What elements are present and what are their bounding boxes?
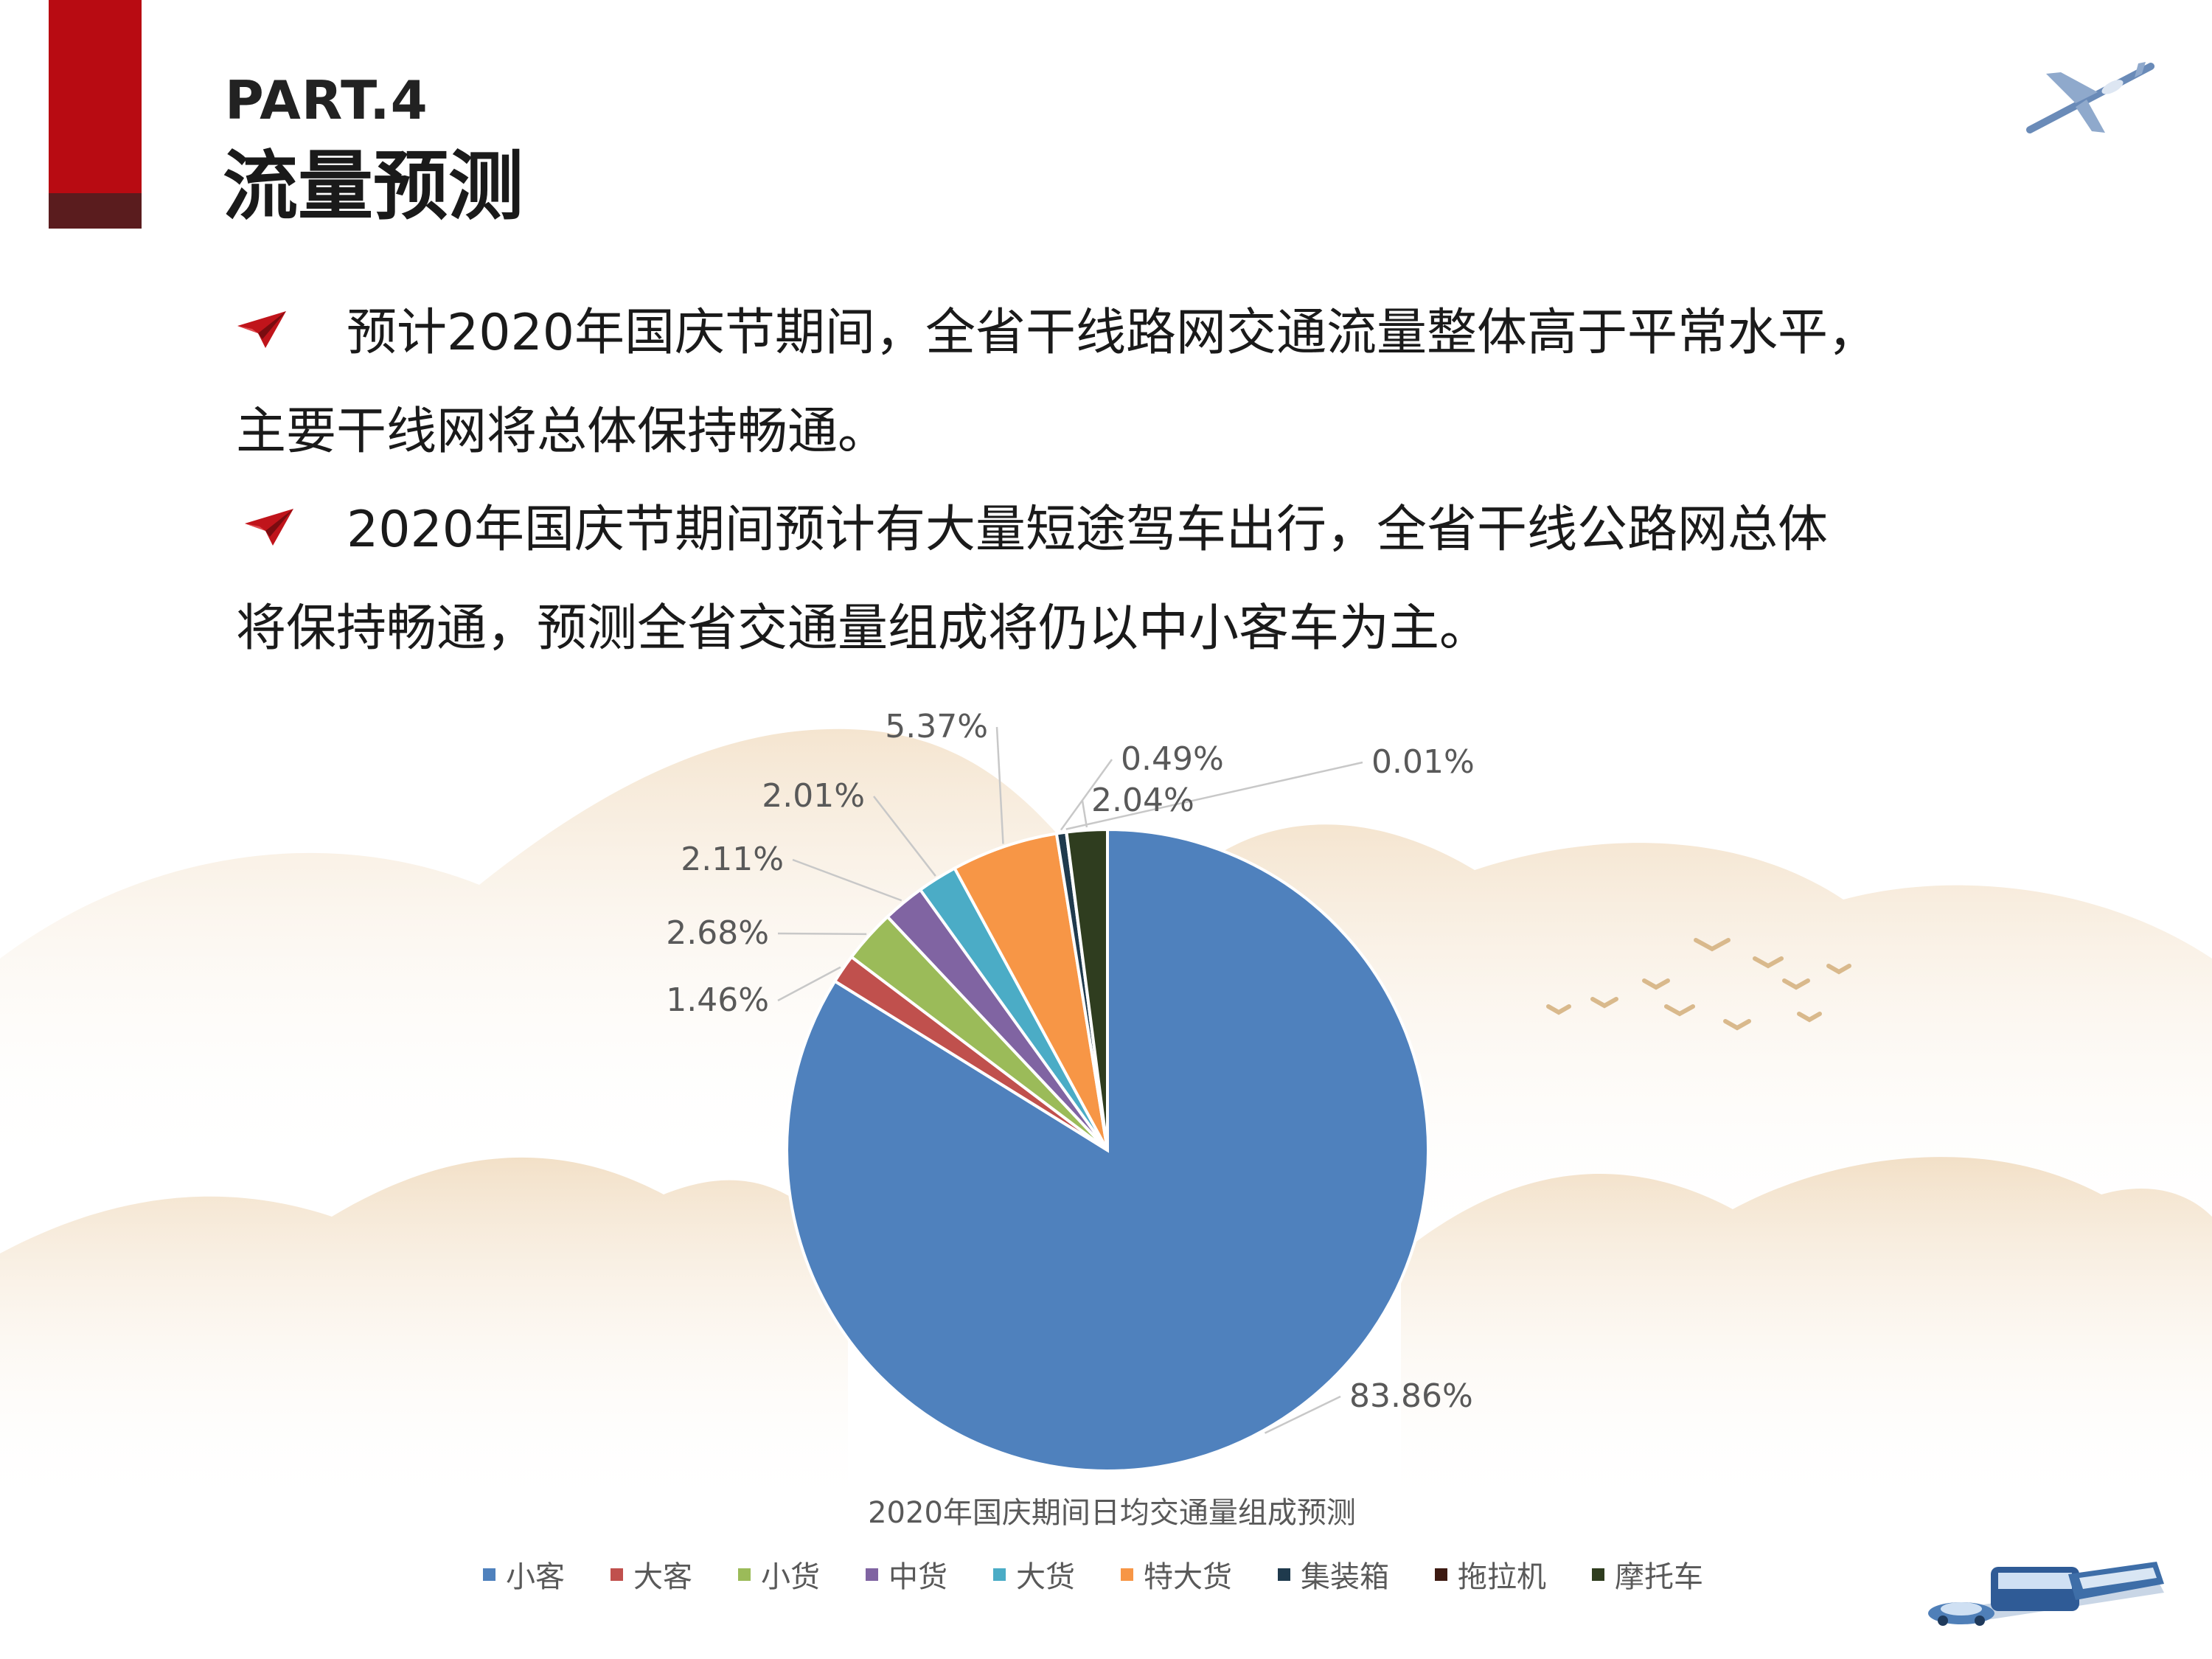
legend-label-0: 小客: [506, 1560, 565, 1594]
chart-legend: 小客 大客 小货 中货 大货 特大货 集装箱 拖拉机 摩托车: [483, 1553, 1749, 1596]
legend-item-5: 特大货: [1121, 1553, 1232, 1596]
data-label-5: 5.37%: [885, 708, 988, 745]
legend-swatch-1: [611, 1568, 623, 1581]
legend-label-8: 摩托车: [1615, 1560, 1703, 1594]
legend-label-2: 小货: [761, 1560, 820, 1594]
paper-plane-icon: [245, 509, 293, 546]
legend-item-0: 小客: [483, 1553, 565, 1596]
leader-line-1: [777, 966, 841, 1002]
legend-swatch-8: [1592, 1568, 1604, 1581]
pie-slice-0: [785, 827, 1430, 1472]
legend-item-4: 大货: [993, 1553, 1075, 1596]
legend-swatch-2: [738, 1568, 751, 1581]
legend-item-8: 摩托车: [1592, 1553, 1703, 1596]
paragraph-1: 预计2020年国庆节期间，全省干线路网交通流量整体高于平常水平， 主要干线网将总…: [236, 284, 2057, 481]
paragraph-1-line-2: 主要干线网将总体保持畅通。: [236, 403, 888, 461]
legend-item-7: 拖拉机: [1435, 1553, 1546, 1596]
leader-line-8: [1081, 800, 1088, 828]
legend-item-2: 小货: [738, 1553, 820, 1596]
legend-swatch-3: [866, 1568, 878, 1581]
data-label-1: 1.46%: [666, 981, 769, 1019]
leader-line-3: [792, 858, 902, 902]
legend-swatch-0: [483, 1568, 495, 1581]
legend-swatch-5: [1121, 1568, 1133, 1581]
chart-title: 2020年国庆期间日均交通量组成预测: [868, 1496, 1356, 1530]
leader-line-0: [1264, 1395, 1341, 1434]
leader-line-6: [1060, 759, 1113, 831]
legend-label-5: 特大货: [1144, 1560, 1232, 1594]
legend-label-7: 拖拉机: [1458, 1560, 1546, 1594]
data-label-4: 2.01%: [762, 777, 865, 815]
data-label-7: 0.01%: [1371, 743, 1475, 781]
legend-swatch-4: [993, 1568, 1006, 1581]
paragraph-2-line-1: 2020年国庆节期间预计有大量短途驾车出行，全省干线公路网总体: [347, 501, 1829, 559]
leader-line-7: [1065, 761, 1363, 830]
accent-bar-shadow: [49, 193, 142, 229]
leader-line-2: [777, 932, 867, 936]
legend-item-3: 中货: [866, 1553, 947, 1596]
legend-label-4: 大货: [1016, 1560, 1075, 1594]
legend-label-1: 大客: [633, 1560, 692, 1594]
airplane-icon: [2026, 62, 2154, 133]
paragraph-2: 2020年国庆节期间预计有大量短途驾车出行，全省干线公路网总体 将保持畅通，预测…: [236, 481, 2057, 678]
leader-line-4: [873, 796, 936, 877]
data-label-8: 2.04%: [1091, 782, 1194, 819]
data-label-6: 0.49%: [1121, 740, 1224, 778]
data-label-3: 2.11%: [681, 841, 784, 878]
data-label-0: 83.86%: [1349, 1377, 1473, 1415]
leader-line-5: [995, 726, 1004, 844]
legend-label-3: 中货: [888, 1560, 947, 1594]
part-label: PART.4: [225, 69, 428, 131]
legend-swatch-7: [1435, 1568, 1447, 1581]
paragraph-1-line-1: 预计2020年国庆节期间，全省干线路网交通流量整体高于平常水平，: [347, 304, 1879, 362]
pie-slice-8: [1065, 827, 1109, 1151]
legend-swatch-6: [1278, 1568, 1290, 1581]
paper-plane-icon: [237, 311, 286, 348]
legend-item-1: 大客: [611, 1553, 692, 1596]
birds: [1546, 938, 1851, 1031]
legend-label-6: 集装箱: [1301, 1560, 1389, 1594]
data-label-2: 2.68%: [666, 914, 769, 952]
paragraph-2-line-2: 将保持畅通，预测全省交通量组成将仍以中小客车为主。: [236, 599, 1490, 658]
accent-bar: [49, 0, 142, 193]
legend-item-6: 集装箱: [1278, 1553, 1389, 1596]
transport-vehicles-icon: [1928, 1562, 2164, 1626]
section-title: 流量预测: [223, 143, 524, 231]
